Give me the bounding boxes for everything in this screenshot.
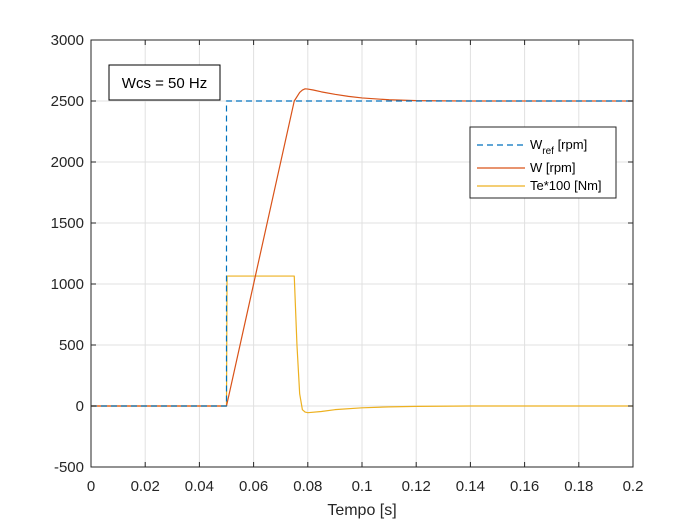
series-layer — [91, 88, 633, 414]
annotation-box: Wcs = 50 Hz — [108, 64, 221, 101]
y-tick-label: 2500 — [51, 93, 84, 110]
annotation-text: Wcs = 50 Hz — [122, 75, 207, 92]
y-tick-label: 2000 — [51, 154, 84, 171]
x-tick-label: 0.1 — [352, 478, 373, 495]
legend-label-wref-suffix: [rpm] — [554, 137, 587, 152]
y-axis: -500 0 500 1000 1500 2000 2500 3000 — [51, 32, 633, 476]
x-tick-label: 0.02 — [131, 478, 160, 495]
x-tick-label: 0.08 — [293, 478, 322, 495]
legend-label-wref: Wref [rpm] — [530, 137, 587, 157]
y-tick-label: 0 — [76, 398, 84, 415]
x-tick-label: 0.16 — [510, 478, 539, 495]
annotation-frame — [108, 64, 221, 101]
y-tick-label: 500 — [59, 337, 84, 354]
x-axis: 0 0.02 0.04 0.06 0.08 0.1 0.12 0.14 0.16 0.18 0.2 — [87, 40, 644, 495]
x-tick-label: 0.2 — [623, 478, 644, 495]
legend-label-w: W [rpm] — [530, 160, 576, 175]
series-line-wref — [91, 100, 633, 407]
legend-label-wref-base: W — [530, 137, 543, 152]
y-tick-label: 1000 — [51, 276, 84, 293]
y-tick-label: 3000 — [51, 32, 84, 49]
x-tick-label: 0.12 — [402, 478, 431, 495]
y-tick-label: 1500 — [51, 215, 84, 232]
x-tick-label: 0.14 — [456, 478, 485, 495]
x-tick-label: 0.06 — [239, 478, 268, 495]
legend: Wref [rpm] W [rpm] Te*100 [Nm] — [469, 126, 617, 199]
y-tick-label: -500 — [54, 459, 84, 476]
x-tick-label: 0.04 — [185, 478, 214, 495]
x-axis-title: Tempo [s] — [327, 502, 396, 519]
legend-label-te: Te*100 [Nm] — [530, 178, 602, 193]
x-tick-label: 0.18 — [564, 478, 593, 495]
legend-label-wref-sub: ref — [542, 146, 554, 157]
x-tick-label: 0 — [87, 478, 95, 495]
series-line-te — [91, 275, 633, 414]
